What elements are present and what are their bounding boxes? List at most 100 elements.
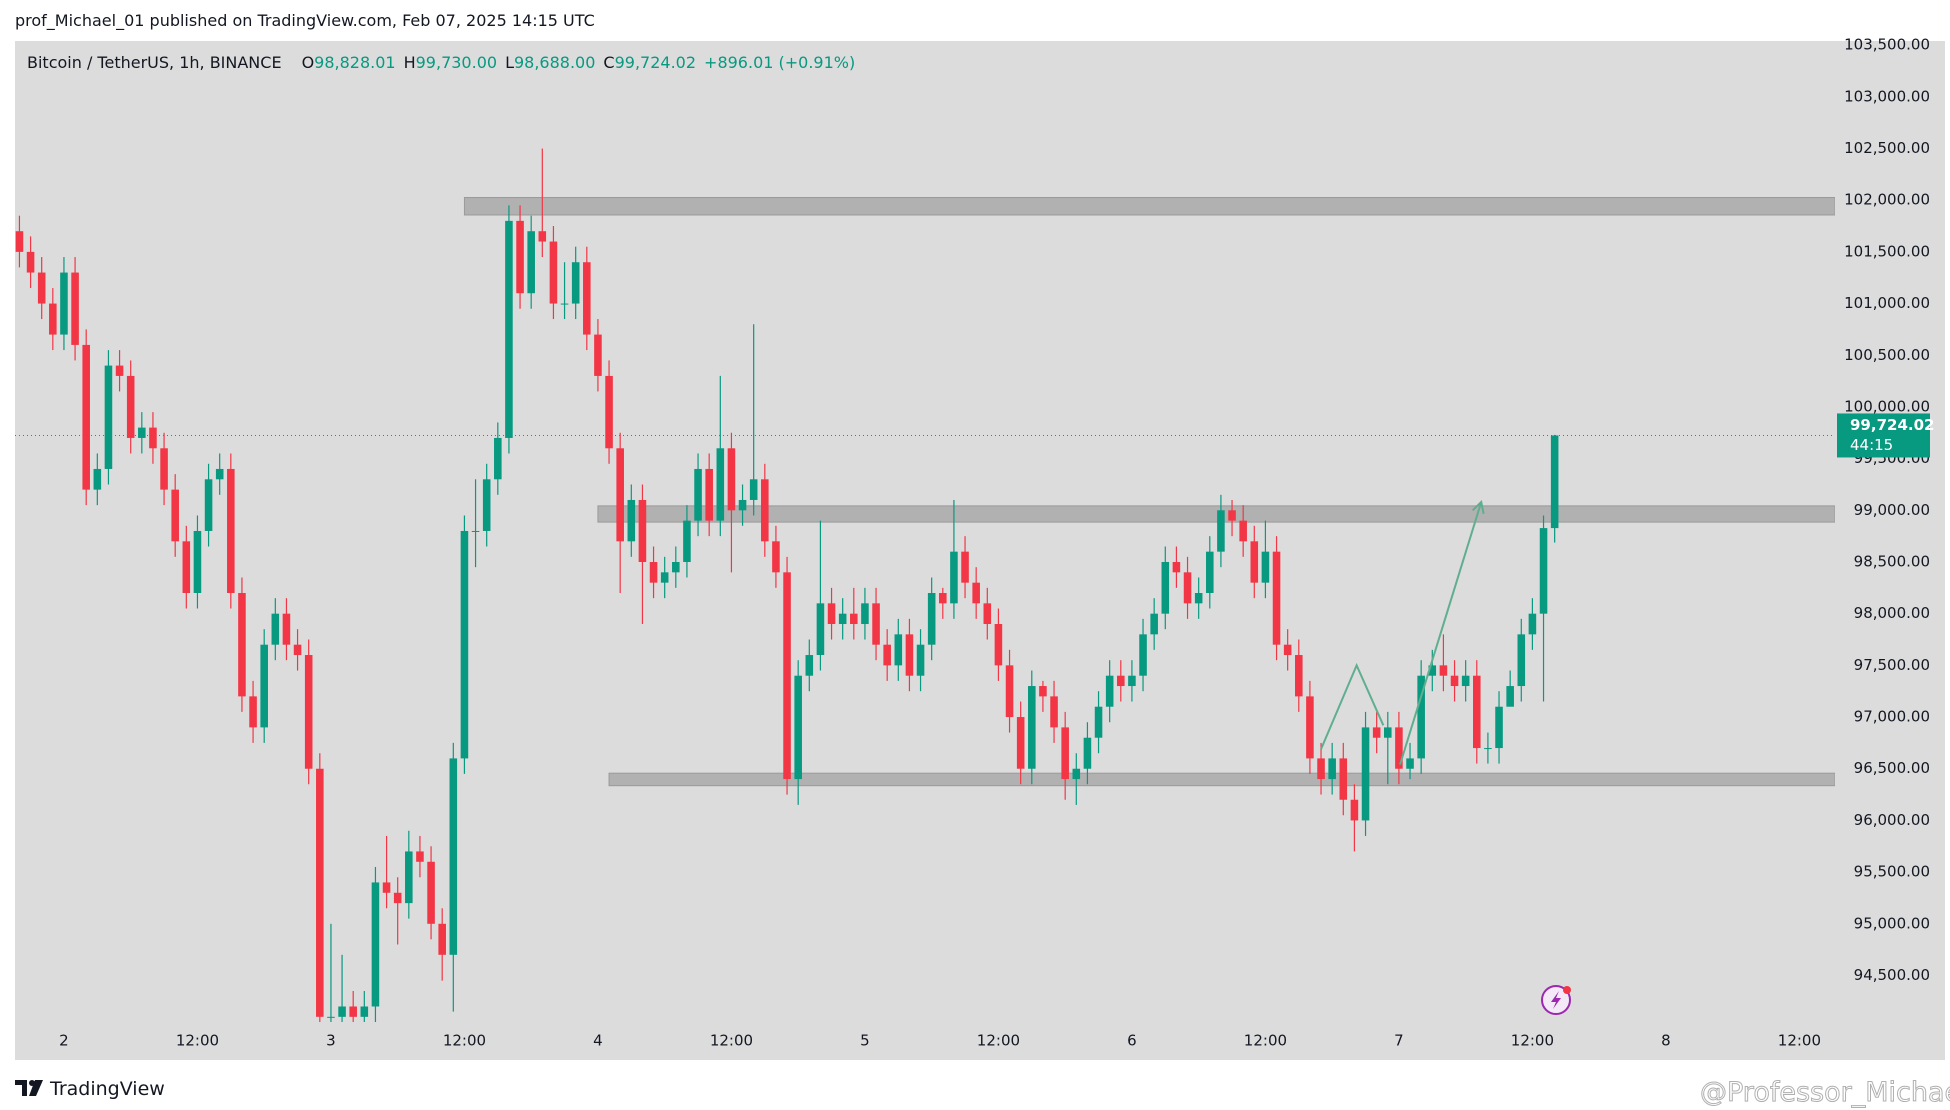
- candle-body: [460, 530, 469, 759]
- candle-body: [1350, 799, 1359, 821]
- candle-body: [916, 644, 925, 676]
- x-tick-label: 12:00: [443, 1032, 486, 1050]
- candle-body: [894, 634, 903, 666]
- candle-body: [616, 448, 624, 542]
- candle-body: [649, 561, 658, 583]
- candle-body: [1539, 528, 1548, 614]
- candle-body: [1250, 541, 1259, 583]
- candle-body: [1372, 727, 1381, 738]
- y-tick-label: 102,500.00: [1844, 139, 1930, 157]
- candle-body: [1439, 665, 1448, 676]
- candle-body: [1384, 727, 1392, 738]
- candle-body: [1506, 686, 1514, 707]
- published-line: prof_Michael_01 published on TradingView…: [15, 11, 595, 30]
- y-tick-label: 100,000.00: [1844, 397, 1930, 415]
- x-tick-label: 12:00: [710, 1032, 753, 1050]
- candle-body: [271, 613, 280, 645]
- candle-body: [738, 499, 747, 511]
- x-tick-label: 12:00: [977, 1032, 1020, 1050]
- candle-body: [115, 365, 124, 376]
- candle-body: [727, 448, 736, 511]
- alert-icon: [1541, 985, 1571, 1015]
- candle-body: [1339, 758, 1348, 800]
- candle-body: [538, 231, 547, 242]
- candle-body: [82, 344, 90, 490]
- candle-body: [850, 613, 858, 625]
- candle-body: [316, 768, 324, 1017]
- axes: 94,500.00 95,000.00 95,500.00 96,000.00 96,5…: [59, 36, 1934, 1050]
- candle-body: [627, 499, 636, 542]
- candle-body: [171, 489, 179, 542]
- candle-body: [683, 520, 691, 562]
- change: +896.01 (+0.91%): [704, 53, 856, 72]
- ohlc-value: 98,688.00: [513, 53, 596, 72]
- candle-body: [1206, 551, 1214, 594]
- candle-body: [1039, 686, 1047, 697]
- candle-body: [238, 593, 246, 697]
- candle-body: [605, 375, 613, 449]
- x-tick-label: 12:00: [1778, 1032, 1821, 1050]
- candle-body: [126, 375, 135, 438]
- x-tick-label: 6: [1127, 1032, 1137, 1050]
- candle-body: [1083, 737, 1092, 769]
- candle-body: [360, 1006, 369, 1017]
- candle-body: [405, 851, 413, 904]
- trend-drawing: [1399, 501, 1483, 765]
- candle-body: [338, 1006, 346, 1017]
- y-tick-label: 94,500.00: [1854, 966, 1930, 984]
- candle-body: [1117, 675, 1125, 687]
- ohlc-key: O: [301, 53, 315, 72]
- candle-body: [972, 582, 980, 604]
- candle-body: [1550, 435, 1559, 529]
- candle-body: [215, 468, 224, 480]
- candle-body: [560, 303, 569, 305]
- x-tick-label: 8: [1661, 1032, 1671, 1050]
- candle-body: [816, 603, 825, 656]
- symbol: Bitcoin / TetherUS, 1h, BINANCE: [27, 53, 282, 72]
- candle-body: [571, 262, 580, 304]
- candle-body: [672, 561, 680, 573]
- candle-body: [1295, 655, 1303, 697]
- candle-body: [1272, 551, 1281, 645]
- y-tick-label: 101,500.00: [1844, 242, 1930, 260]
- candle-body: [1328, 758, 1336, 780]
- candle-body: [749, 479, 758, 500]
- candle-body: [60, 272, 68, 335]
- price-tag: [1837, 413, 1930, 458]
- candle-body: [827, 603, 836, 625]
- candle-body: [594, 334, 602, 376]
- candle-body: [438, 923, 446, 955]
- candle-body: [694, 468, 702, 521]
- candle-body: [761, 479, 769, 542]
- x-tick-label: 7: [1394, 1032, 1404, 1050]
- candle-body: [149, 427, 157, 449]
- x-tick-label: 4: [593, 1032, 603, 1050]
- y-tick-label: 97,500.00: [1854, 656, 1930, 674]
- candle-body: [994, 624, 1003, 666]
- ohlc-value: 99,730.00: [415, 53, 498, 72]
- zone: [463, 197, 1835, 216]
- candle-body: [883, 644, 891, 666]
- candle-body: [1217, 510, 1225, 552]
- y-tick-label: 102,000.00: [1844, 191, 1930, 209]
- y-tick-label: 103,500.00: [1844, 36, 1930, 54]
- brand: TradingView: [50, 1078, 165, 1100]
- candle-body: [327, 1016, 335, 1018]
- candle-body: [1395, 727, 1403, 769]
- candle-body: [861, 603, 869, 625]
- ohlc-key: H: [403, 53, 416, 72]
- candle-body: [1406, 758, 1414, 769]
- candle-body: [1495, 706, 1503, 749]
- ohlc-value: 98,828.01: [314, 53, 396, 72]
- candle-body: [1484, 748, 1492, 750]
- candle-body: [1194, 593, 1203, 604]
- candle-body: [1361, 727, 1370, 821]
- candle-body: [193, 530, 202, 594]
- candle-body: [927, 593, 936, 645]
- y-tick-label: 101,000.00: [1844, 294, 1930, 312]
- candle-body: [772, 541, 780, 573]
- candle-body: [1528, 613, 1537, 635]
- candle-body: [416, 851, 424, 862]
- candle-body: [393, 892, 402, 904]
- candle-body: [49, 303, 57, 335]
